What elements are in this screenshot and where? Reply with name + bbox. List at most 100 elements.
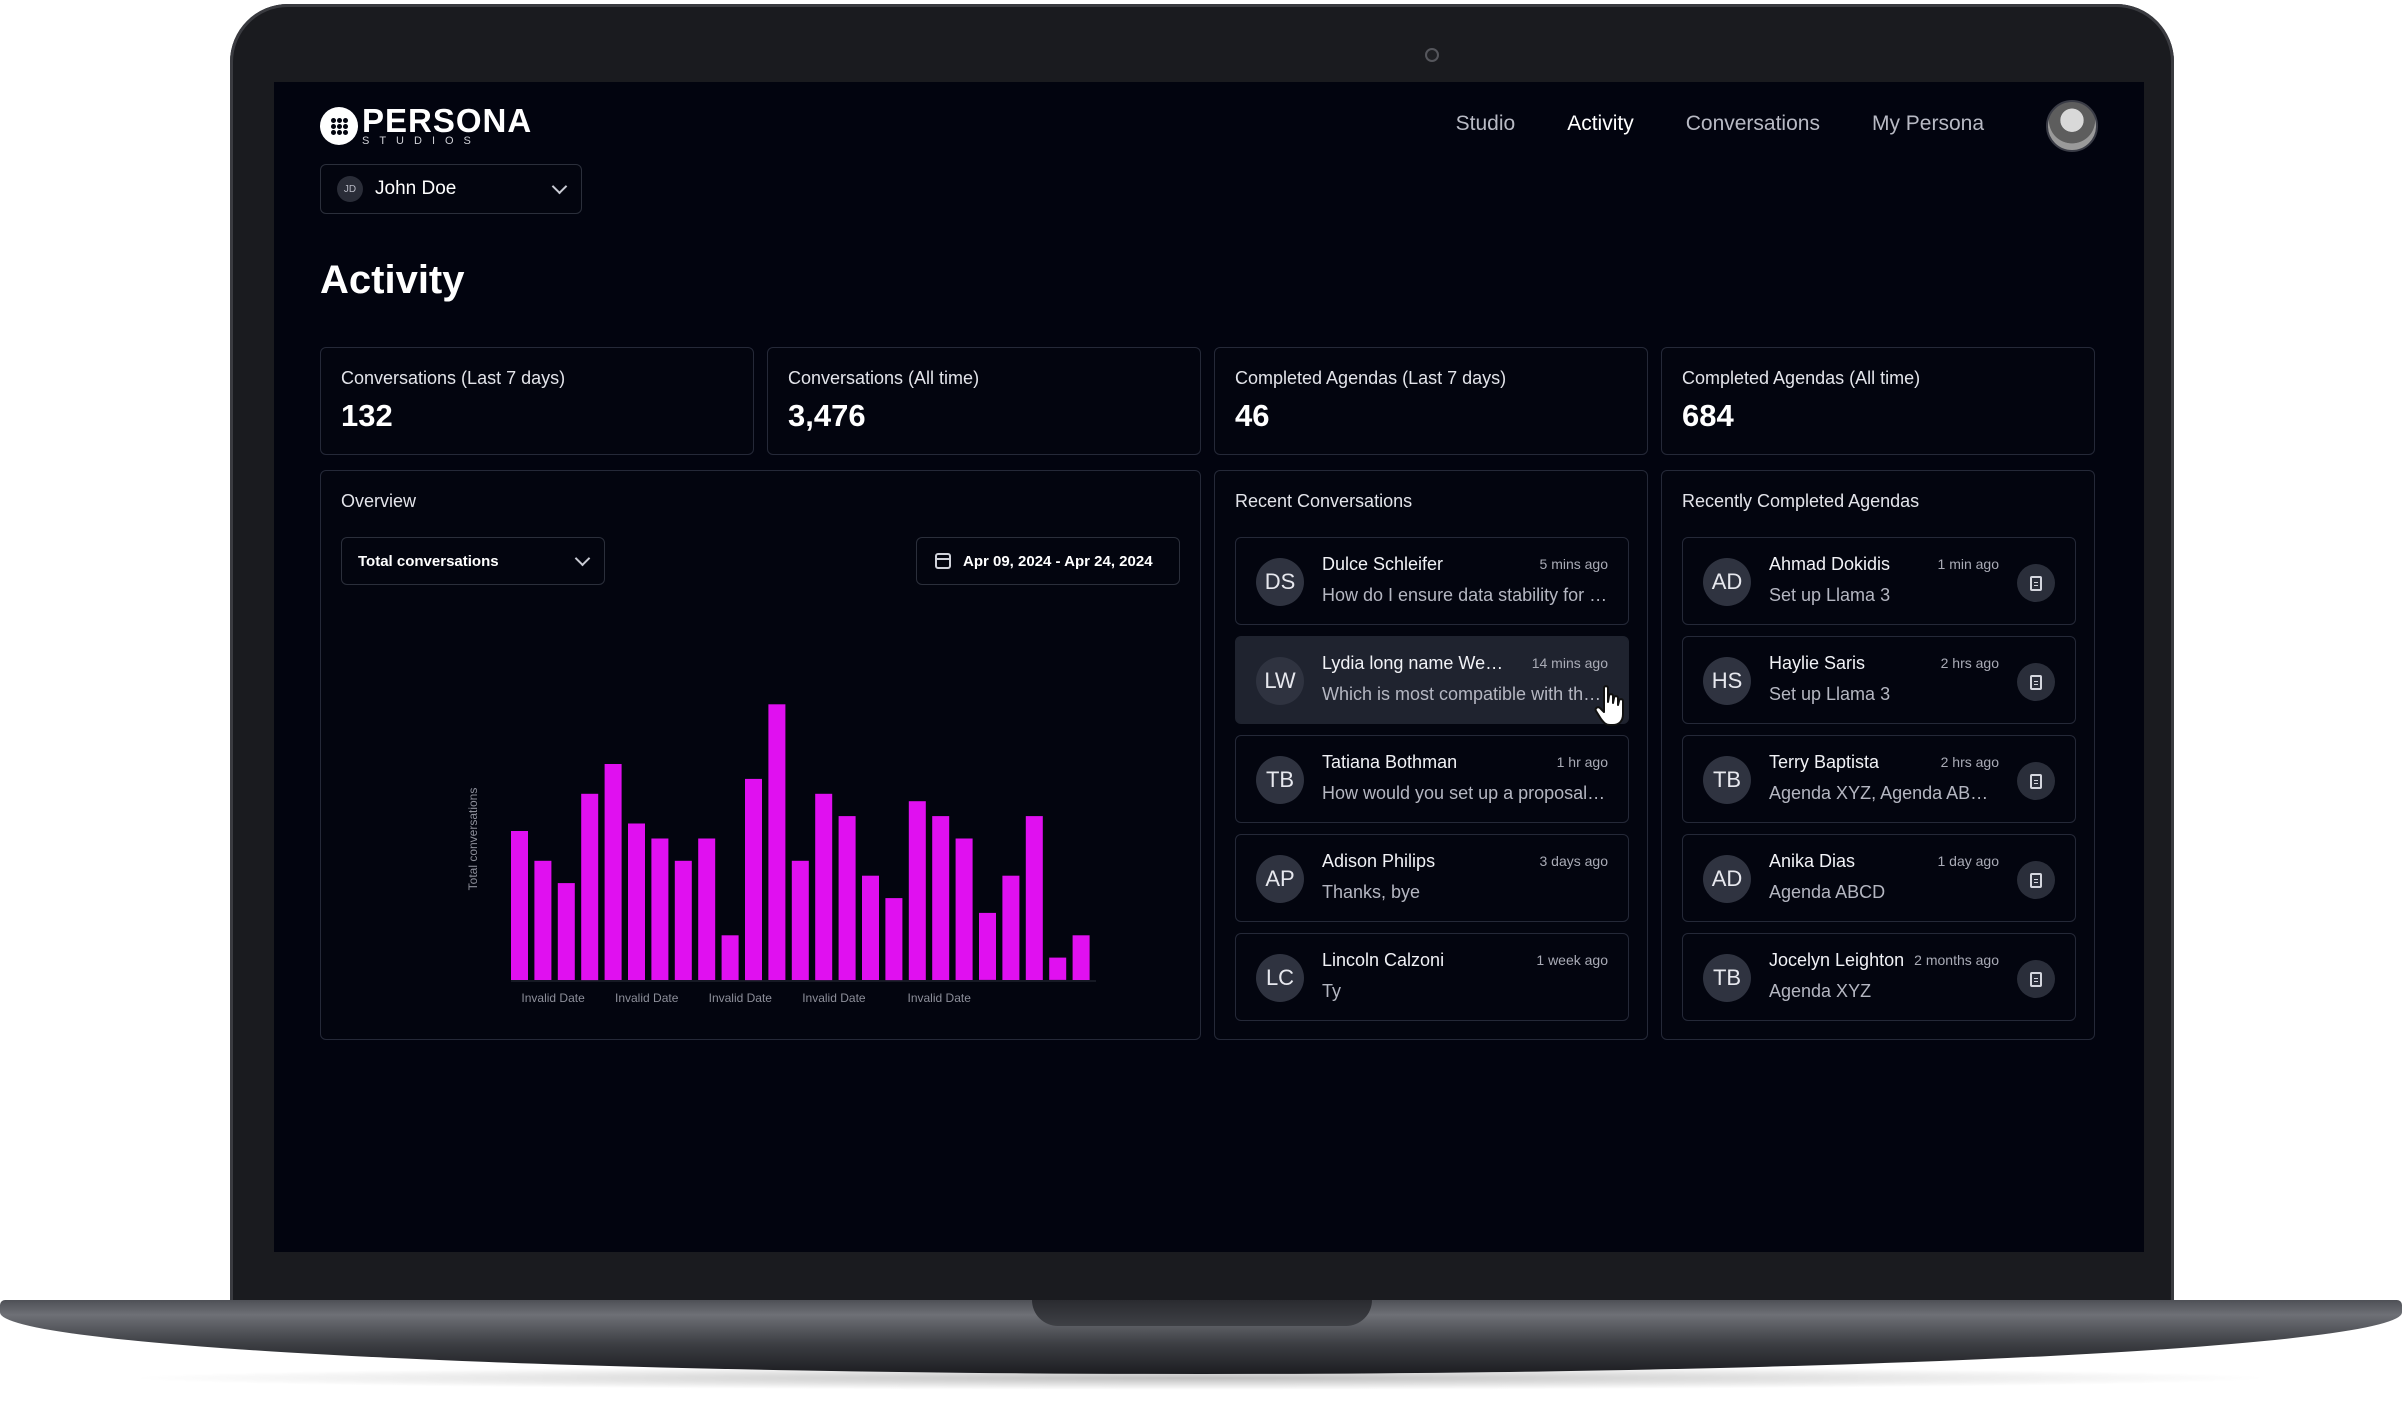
chart-bar[interactable] bbox=[581, 793, 599, 981]
agenda-user-name: Jocelyn Leighton bbox=[1769, 950, 1905, 970]
chart-bar[interactable] bbox=[838, 816, 856, 980]
conversation-message: Thanks, bye bbox=[1322, 882, 1421, 902]
stat-label: Completed Agendas (Last 7 days) bbox=[1235, 368, 1507, 388]
conversation-item[interactable]: DS Dulce Schleifer 5 mins ago How do I e… bbox=[1235, 537, 1629, 625]
chart-bar[interactable] bbox=[604, 764, 622, 980]
chart-bar[interactable] bbox=[768, 704, 786, 980]
conversation-time: 5 mins ago bbox=[1539, 556, 1608, 572]
document-icon bbox=[2030, 674, 2042, 690]
chart-bar[interactable] bbox=[557, 883, 575, 980]
chart-bar[interactable] bbox=[862, 875, 879, 980]
chart-bar[interactable] bbox=[651, 838, 669, 981]
chart-bar[interactable] bbox=[908, 801, 926, 980]
stat-card-conversations-all: Conversations (All time) 3,476 bbox=[767, 347, 1201, 455]
agenda-user-name: Ahmad Dokidis bbox=[1769, 554, 1891, 574]
chart-bar[interactable] bbox=[511, 831, 528, 980]
avatar: TB bbox=[1703, 756, 1751, 804]
avatar: AD bbox=[1703, 558, 1751, 606]
brand-name: PERSONA bbox=[362, 102, 533, 139]
stat-card-agendas-all: Completed Agendas (All time) 684 bbox=[1661, 347, 2095, 455]
chevron-down-icon bbox=[551, 178, 568, 195]
avatar: TB bbox=[1256, 756, 1304, 804]
agenda-names: Set up Llama 3 bbox=[1769, 585, 1891, 605]
conversation-item[interactable]: AP Adison Philips 3 days ago Thanks, bye bbox=[1235, 834, 1629, 922]
agenda-time: 1 min ago bbox=[1937, 556, 1999, 572]
conversation-time: 1 hr ago bbox=[1556, 754, 1608, 770]
document-icon bbox=[2030, 872, 2042, 888]
chart-bar[interactable] bbox=[1002, 875, 1020, 980]
conversation-item[interactable]: TB Tatiana Bothman 1 hr ago How would yo… bbox=[1235, 735, 1629, 823]
date-range-label: Apr 09, 2024 - Apr 24, 2024 bbox=[963, 552, 1153, 570]
chart-bar[interactable] bbox=[815, 793, 833, 981]
stat-label: Conversations (All time) bbox=[788, 368, 980, 388]
agenda-item[interactable]: TB Jocelyn Leighton 2 months ago Agenda … bbox=[1682, 933, 2076, 1021]
stat-value: 684 bbox=[1682, 398, 1734, 433]
chart-bar[interactable] bbox=[721, 935, 739, 980]
chart-bar[interactable] bbox=[1049, 957, 1067, 980]
nav-activity[interactable]: Activity bbox=[1567, 112, 1634, 135]
date-range-picker[interactable]: Apr 09, 2024 - Apr 24, 2024 bbox=[916, 537, 1180, 585]
nav-conversations[interactable]: Conversations bbox=[1685, 112, 1820, 135]
recent-agendas-title: Recently Completed Agendas bbox=[1682, 491, 1920, 511]
view-agenda-button[interactable] bbox=[2017, 564, 2055, 602]
chart-bar[interactable] bbox=[791, 860, 809, 980]
view-agenda-button[interactable] bbox=[2017, 861, 2055, 899]
conversation-time: 3 days ago bbox=[1539, 853, 1609, 869]
top-nav: Studio Activity Conversations My Persona bbox=[1456, 112, 1984, 136]
chart-x-tick-label: Invalid Date bbox=[802, 991, 866, 1005]
agenda-item[interactable]: HS Haylie Saris 2 hrs ago Set up Llama 3 bbox=[1682, 636, 2076, 724]
agenda-item[interactable]: AD Ahmad Dokidis 1 min ago Set up Llama … bbox=[1682, 537, 2076, 625]
conversation-message: Ty bbox=[1322, 981, 1342, 1001]
agenda-time: 2 months ago bbox=[1914, 952, 1999, 968]
laptop-notch bbox=[1032, 1300, 1372, 1326]
chart-y-label: Total conversations bbox=[466, 788, 480, 891]
chart-bar[interactable] bbox=[698, 838, 716, 981]
recent-conversations-title: Recent Conversations bbox=[1235, 491, 1413, 511]
conversation-name: Dulce Schleifer bbox=[1322, 554, 1444, 574]
chart-bar[interactable] bbox=[979, 912, 996, 980]
camera-icon bbox=[1425, 48, 1439, 62]
stat-label: Completed Agendas (All time) bbox=[1682, 368, 1921, 388]
app-screen: PERSONA STUDIOS Studio Activity Conversa… bbox=[274, 82, 2144, 1252]
chart-bar[interactable] bbox=[1025, 816, 1043, 980]
conversation-item[interactable]: LC Lincoln Calzoni 1 week ago Ty bbox=[1235, 933, 1629, 1021]
conversation-name: Lincoln Calzoni bbox=[1322, 950, 1445, 970]
avatar: AD bbox=[1703, 855, 1751, 903]
chart-bar[interactable] bbox=[932, 816, 950, 980]
view-agenda-button[interactable] bbox=[2017, 663, 2055, 701]
stat-value: 3,476 bbox=[788, 398, 866, 433]
chart-bar[interactable] bbox=[1072, 935, 1090, 980]
chart-bar[interactable] bbox=[745, 778, 762, 981]
agenda-time: 2 hrs ago bbox=[1940, 754, 1999, 770]
conversation-item[interactable]: LW Lydia long name Westervelt 14 mins ag… bbox=[1235, 636, 1629, 724]
avatar: DS bbox=[1256, 558, 1304, 606]
chart-bar[interactable] bbox=[885, 898, 903, 981]
agenda-item[interactable]: AD Anika Dias 1 day ago Agenda ABCD bbox=[1682, 834, 2076, 922]
brand-logo[interactable]: PERSONA STUDIOS bbox=[320, 104, 532, 147]
view-agenda-button[interactable] bbox=[2017, 960, 2055, 998]
chart-x-tick-label: Invalid Date bbox=[615, 991, 679, 1005]
user-dropdown-label: John Doe bbox=[375, 178, 457, 199]
user-avatar[interactable] bbox=[2046, 100, 2098, 152]
hand-pointer-icon bbox=[1594, 685, 1624, 726]
agenda-user-name: Haylie Saris bbox=[1769, 653, 1866, 673]
metric-dropdown[interactable]: Total conversations bbox=[341, 537, 605, 585]
nav-studio[interactable]: Studio bbox=[1455, 112, 1516, 135]
overview-title: Overview bbox=[341, 491, 417, 511]
conversation-message: How would you set up a proposal for this… bbox=[1322, 783, 1608, 803]
user-dropdown[interactable]: JD John Doe bbox=[320, 164, 582, 214]
nav-my-persona[interactable]: My Persona bbox=[1871, 112, 1984, 135]
recent-conversations-panel: Recent Conversations DS Dulce Schleifer … bbox=[1214, 470, 1648, 1040]
document-icon bbox=[2030, 971, 2042, 987]
page-title: Activity bbox=[320, 258, 465, 302]
chart-bar[interactable] bbox=[955, 838, 973, 981]
overview-panel: Overview Total conversations Apr 09, 202… bbox=[320, 470, 1201, 1040]
chart-bar[interactable] bbox=[674, 860, 692, 980]
chart-bar[interactable] bbox=[628, 823, 645, 981]
calendar-icon bbox=[935, 553, 951, 569]
view-agenda-button[interactable] bbox=[2017, 762, 2055, 800]
agenda-item[interactable]: TB Terry Baptista 2 hrs ago Agenda XYZ, … bbox=[1682, 735, 2076, 823]
conversation-name: Lydia long name Westervelt bbox=[1322, 653, 1512, 673]
avatar: HS bbox=[1703, 657, 1751, 705]
chart-bar[interactable] bbox=[534, 860, 552, 980]
